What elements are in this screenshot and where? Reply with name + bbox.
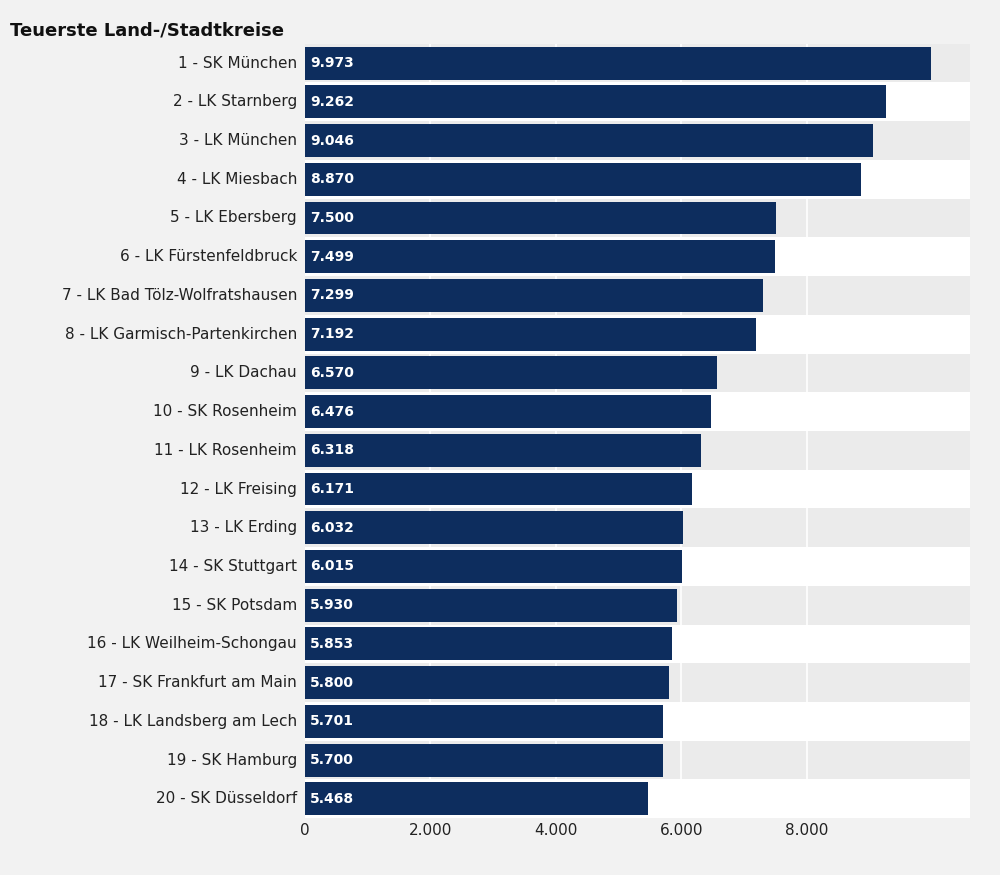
Text: 8 - LK Garmisch-Partenkirchen: 8 - LK Garmisch-Partenkirchen [65, 326, 297, 341]
Bar [305, 237, 970, 276]
Bar [305, 124, 873, 157]
Text: 12 - LK Freising: 12 - LK Freising [180, 481, 297, 496]
Text: 6.570: 6.570 [310, 366, 354, 380]
Bar [305, 201, 776, 234]
Bar [305, 86, 886, 118]
Text: 14 - SK Stuttgart: 14 - SK Stuttgart [169, 559, 297, 574]
Text: 2 - LK Starnberg: 2 - LK Starnberg [173, 94, 297, 109]
Text: 4 - LK Miesbach: 4 - LK Miesbach [177, 172, 297, 186]
Text: 5.468: 5.468 [310, 792, 354, 806]
Text: 9.262: 9.262 [310, 94, 354, 108]
Text: 18 - LK Landsberg am Lech: 18 - LK Landsberg am Lech [89, 714, 297, 729]
Bar [305, 46, 931, 80]
Bar [305, 354, 970, 392]
Bar [305, 547, 970, 586]
Bar [305, 241, 775, 273]
Bar [305, 279, 763, 312]
Text: 16 - LK Weilheim-Schongau: 16 - LK Weilheim-Schongau [87, 636, 297, 651]
Bar [305, 276, 970, 315]
Text: 3 - LK München: 3 - LK München [179, 133, 297, 148]
Text: 1 - SK München: 1 - SK München [178, 56, 297, 71]
Text: 9.046: 9.046 [310, 134, 354, 148]
Text: 6.318: 6.318 [310, 444, 354, 458]
Bar [305, 663, 970, 702]
Text: 6.476: 6.476 [310, 404, 354, 418]
Bar [305, 473, 692, 506]
Bar [305, 666, 669, 699]
Text: 6.032: 6.032 [310, 521, 354, 535]
Text: 5.930: 5.930 [310, 598, 354, 612]
Bar [305, 434, 701, 466]
Text: 9 - LK Dachau: 9 - LK Dachau [190, 366, 297, 381]
Text: 8.870: 8.870 [310, 172, 354, 186]
Bar [305, 44, 970, 82]
Bar [305, 82, 970, 121]
Bar [305, 396, 711, 428]
Bar [305, 430, 970, 470]
Text: 6.015: 6.015 [310, 559, 354, 573]
Bar [305, 160, 970, 199]
Bar [305, 744, 663, 776]
Text: 7.299: 7.299 [310, 289, 354, 303]
Bar [305, 550, 682, 583]
Text: 5 - LK Ebersberg: 5 - LK Ebersberg [170, 211, 297, 226]
Bar [305, 315, 970, 354]
Bar [305, 740, 970, 780]
Bar [305, 121, 970, 160]
Bar [305, 627, 672, 661]
Text: 9.973: 9.973 [310, 56, 354, 70]
Text: 5.700: 5.700 [310, 753, 354, 767]
Text: 6.171: 6.171 [310, 482, 354, 496]
Bar [305, 702, 970, 740]
Text: 7.192: 7.192 [310, 327, 354, 341]
Text: 20 - SK Düsseldorf: 20 - SK Düsseldorf [156, 791, 297, 806]
Bar [305, 318, 756, 351]
Bar [305, 470, 970, 508]
Bar [305, 780, 970, 818]
Bar [305, 392, 970, 430]
Text: 19 - SK Hamburg: 19 - SK Hamburg [167, 752, 297, 767]
Text: 5.701: 5.701 [310, 714, 354, 728]
Text: 17 - SK Frankfurt am Main: 17 - SK Frankfurt am Main [98, 676, 297, 690]
Bar [305, 586, 970, 625]
Text: 6 - LK Fürstenfeldbruck: 6 - LK Fürstenfeldbruck [120, 249, 297, 264]
Text: 7.500: 7.500 [310, 211, 354, 225]
Text: 11 - LK Rosenheim: 11 - LK Rosenheim [154, 443, 297, 458]
Bar [305, 356, 717, 389]
Text: 7 - LK Bad Tölz-Wolfratshausen: 7 - LK Bad Tölz-Wolfratshausen [62, 288, 297, 303]
Text: 5.853: 5.853 [310, 637, 354, 651]
Bar [305, 163, 861, 196]
Bar [305, 511, 683, 544]
Bar [305, 589, 677, 621]
Text: 5.800: 5.800 [310, 676, 354, 690]
Bar [305, 705, 663, 738]
Text: 10 - SK Rosenheim: 10 - SK Rosenheim [153, 404, 297, 419]
Bar [305, 508, 970, 547]
Text: 13 - LK Erding: 13 - LK Erding [190, 521, 297, 536]
Text: Teuerste Land-/Stadtkreise: Teuerste Land-/Stadtkreise [10, 22, 284, 40]
Text: 15 - SK Potsdam: 15 - SK Potsdam [172, 598, 297, 612]
Bar [305, 625, 970, 663]
Text: 7.499: 7.499 [310, 249, 354, 263]
Bar [305, 199, 970, 237]
Bar [305, 782, 648, 816]
